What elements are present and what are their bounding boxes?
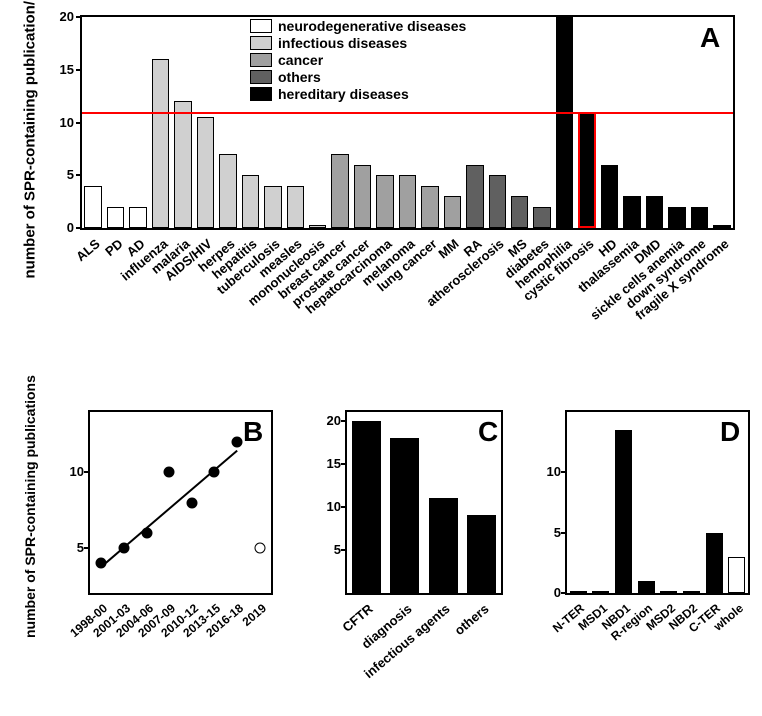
panel-a-ytick: 10 — [60, 115, 74, 130]
panel-a-ytick: 0 — [67, 220, 74, 235]
panel-a-bar — [174, 101, 192, 228]
panel-a-bar — [264, 186, 282, 228]
panel-a-bar — [623, 196, 641, 228]
panel-a-bar — [578, 112, 596, 228]
panel-a-bar — [399, 175, 417, 228]
figure: number of SPR-containing publication/10,… — [0, 0, 762, 716]
panel-d-ytick: 0 — [554, 585, 561, 600]
panel-a-bar — [511, 196, 529, 228]
panel-c-bar — [390, 438, 419, 593]
panel-b-ytick: 10 — [70, 464, 84, 479]
panel-c-ytick: 5 — [334, 542, 341, 557]
panel-a-bar — [421, 186, 439, 228]
panel-b-point — [118, 542, 129, 553]
panel-c-ytick: 10 — [327, 499, 341, 514]
panel-a-bar — [219, 154, 237, 228]
panel-b-point — [96, 557, 107, 568]
panel-b-ytick: 5 — [77, 540, 84, 555]
panel-a-bar — [197, 117, 215, 228]
panel-b-point — [164, 467, 175, 478]
panel-d-ytick: 10 — [547, 464, 561, 479]
panel-d-bar — [728, 557, 745, 593]
panel-c-bars — [347, 412, 501, 593]
panel-a-bar — [489, 175, 507, 228]
panel-d-bar — [615, 430, 632, 593]
panel-d-bar — [570, 591, 587, 593]
panel-a-bar — [242, 175, 260, 228]
panel-a-bar — [601, 165, 619, 228]
panel-a-bar — [84, 186, 102, 228]
panel-a-bars — [82, 17, 733, 228]
panel-d-bar — [638, 581, 655, 593]
panel-a-ytick: 5 — [67, 167, 74, 182]
panel-d-bar — [660, 591, 677, 593]
panel-a-bar — [331, 154, 349, 228]
panel-a-bar — [152, 59, 170, 228]
panel-a-bar — [444, 196, 462, 228]
panel-d-ytick: 5 — [554, 525, 561, 540]
panel-b-point — [141, 527, 152, 538]
panel-a-bar — [129, 207, 147, 228]
panel-d-bar — [683, 591, 700, 593]
panel-a-ylabel: number of SPR-containing publication/10,… — [22, 0, 39, 279]
panel-d-bar — [706, 533, 723, 593]
panel-b-ylabel: number of SPR-containing publications — [22, 378, 38, 638]
panel-d-bars — [567, 412, 748, 593]
panel-a-bar — [309, 225, 327, 228]
panel-a-bar — [376, 175, 394, 228]
panel-a-ytick: 20 — [60, 9, 74, 24]
panel-b-point — [209, 467, 220, 478]
panel-a-bar — [646, 196, 664, 228]
panel-c-bar — [352, 421, 381, 593]
panel-b-point — [254, 542, 265, 553]
panel-a-bar — [354, 165, 372, 228]
panel-a-bar — [533, 207, 551, 228]
panel-b-point — [232, 437, 243, 448]
panel-a-bar — [713, 225, 731, 228]
panel-a-bar — [691, 207, 709, 228]
panel-c-ytick: 20 — [327, 413, 341, 428]
panel-a-ytick: 15 — [60, 62, 74, 77]
panel-a-bar — [556, 17, 574, 228]
panel-a-bar — [466, 165, 484, 228]
panel-a-bar — [668, 207, 686, 228]
panel-c-ytick: 15 — [327, 456, 341, 471]
panel-d-bar — [592, 591, 609, 593]
panel-c-bar — [467, 515, 496, 593]
panel-a-bar — [107, 207, 125, 228]
panel-b-label: B — [243, 416, 263, 448]
panel-a-refline — [82, 112, 733, 114]
panel-a-bar — [287, 186, 305, 228]
panel-c-bar — [429, 498, 458, 593]
panel-b-point — [186, 497, 197, 508]
